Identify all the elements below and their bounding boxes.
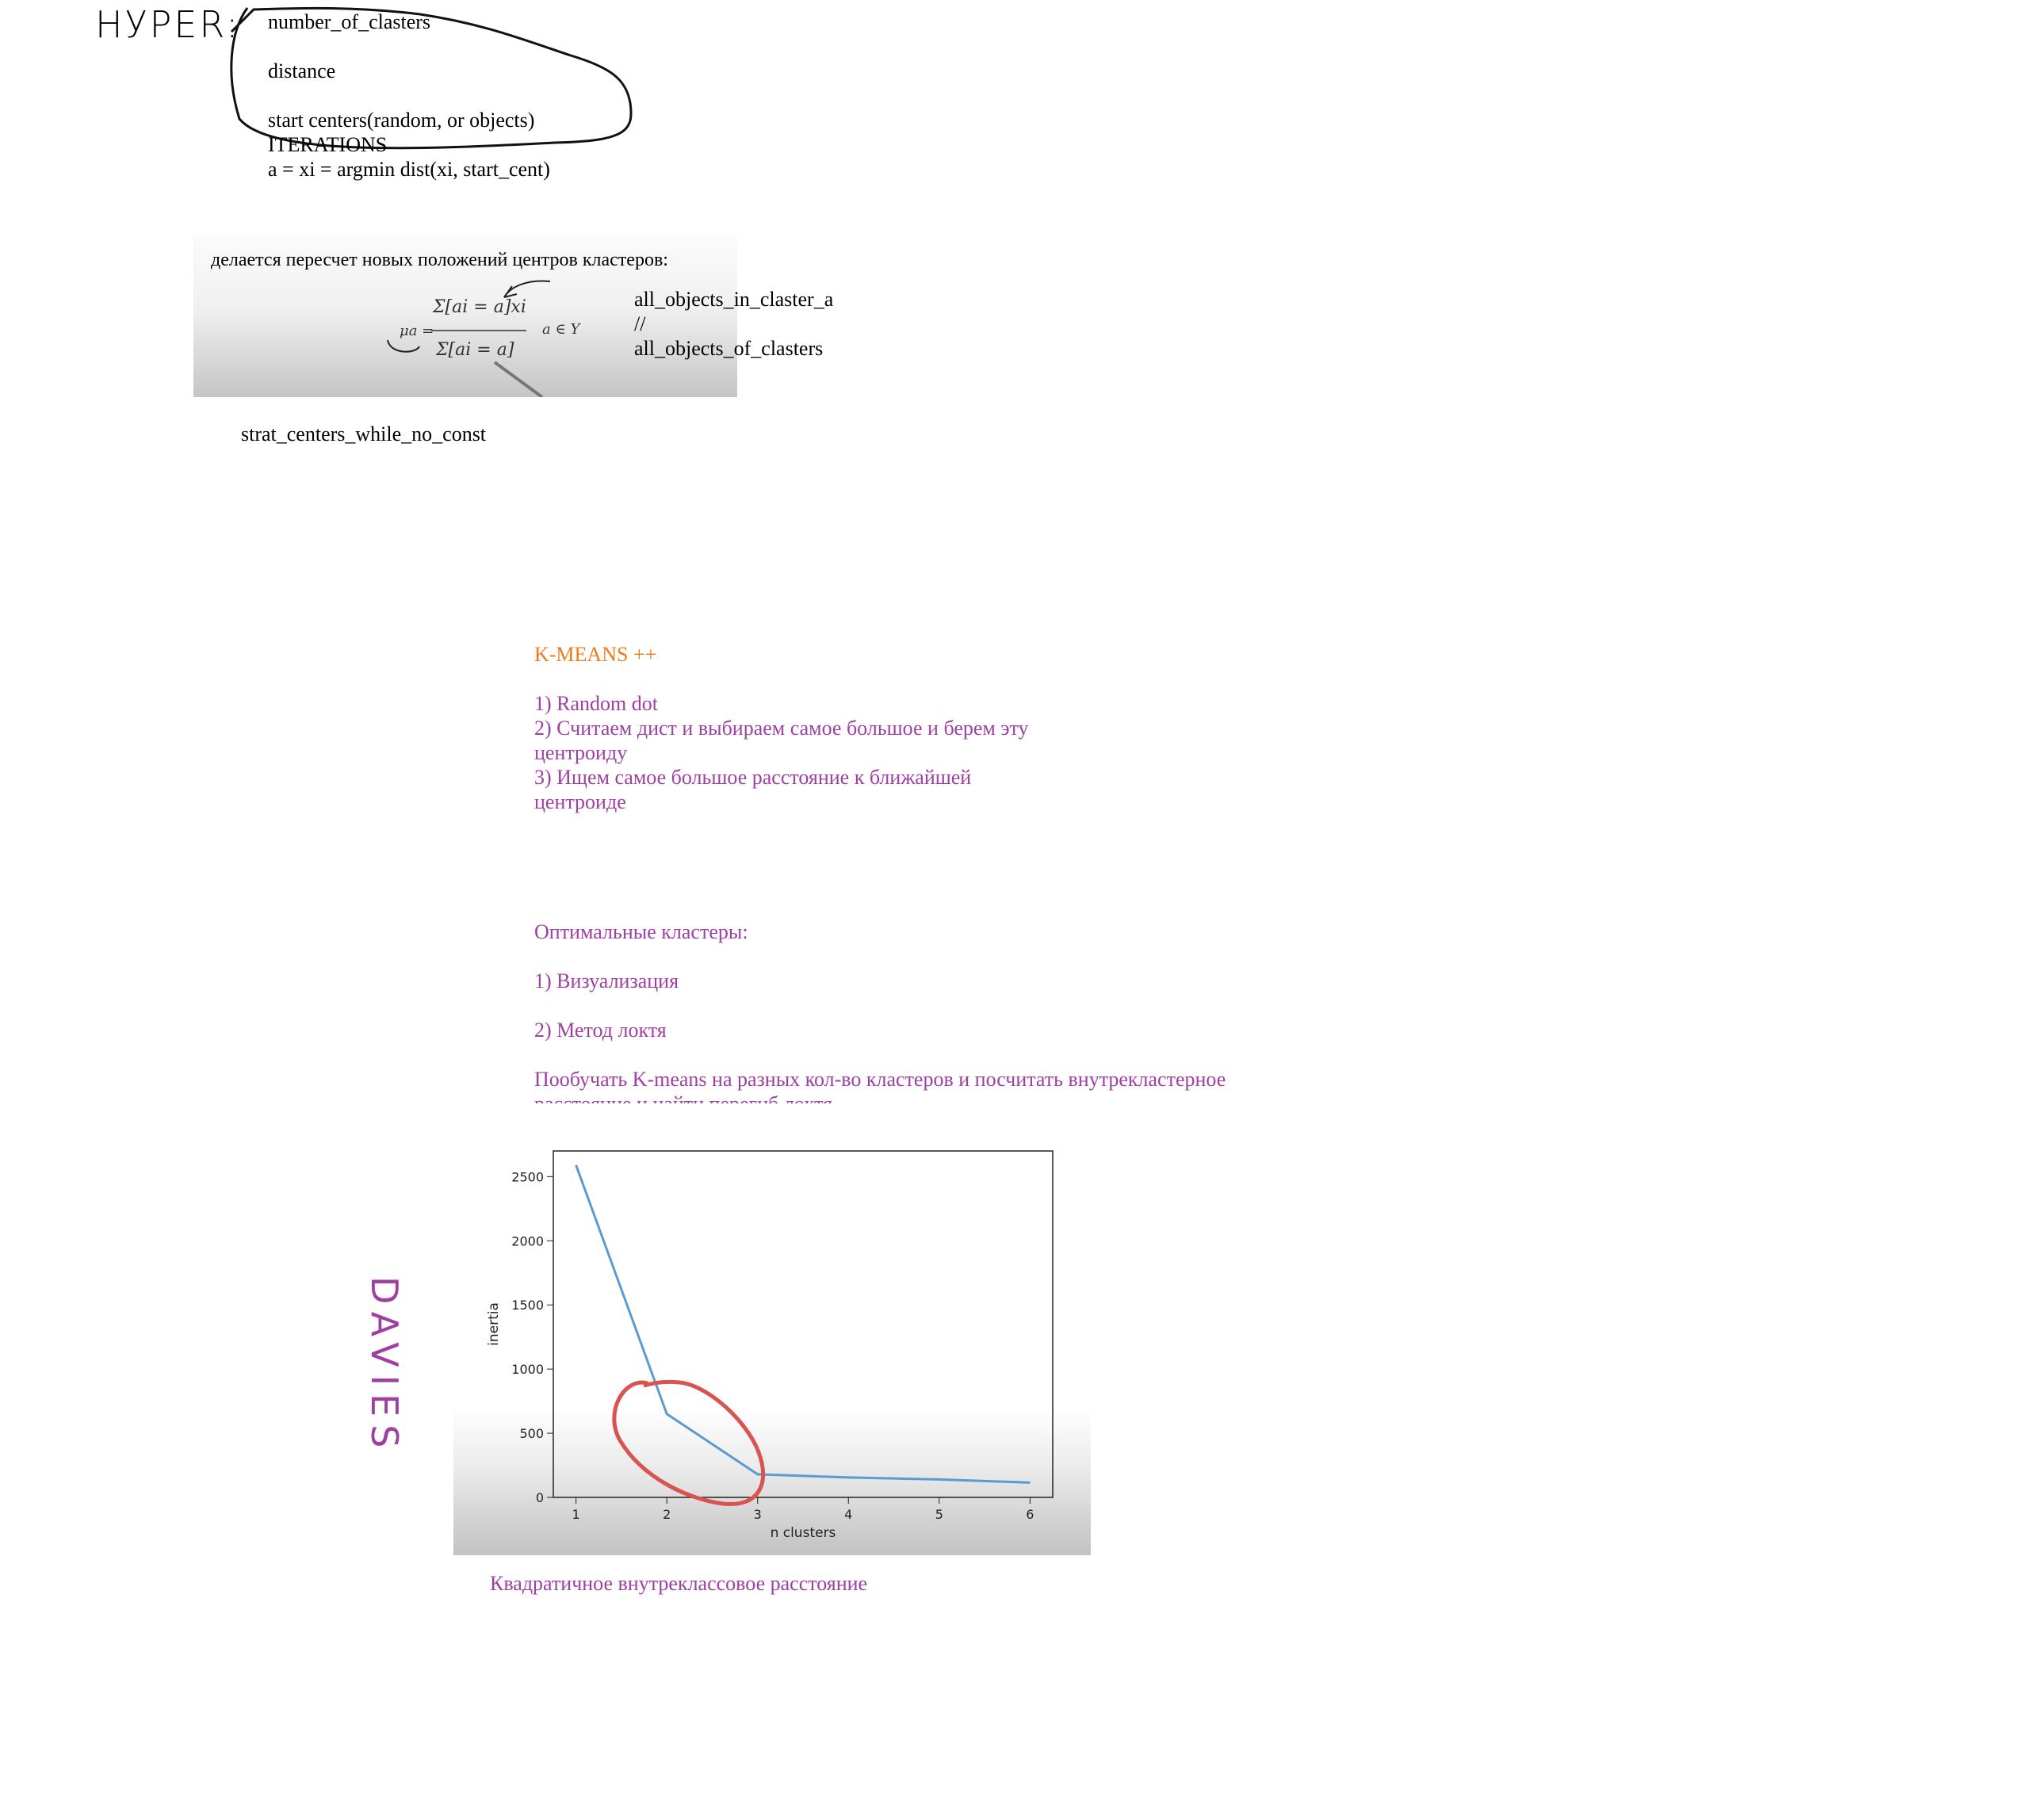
optimal-section: Оптимальные кластеры: 1) Визуализация 2)…	[534, 920, 1226, 1103]
formula-image: делается пересчет новых положений центро…	[193, 235, 737, 397]
hyper-line-gap	[268, 83, 550, 108]
kmeans-step-2-cont: центроиду	[534, 741, 628, 764]
y-axis-label: inertia	[486, 1302, 502, 1346]
elbow-highlight-circle	[612, 1379, 766, 1507]
y-tick-label: 500	[519, 1426, 544, 1441]
x-tick-label: 6	[1026, 1507, 1034, 1522]
formula-note-line: all_objects_of_clasters	[634, 337, 824, 360]
side-handwriting: DAVIES	[363, 1276, 406, 1456]
plot-area	[553, 1150, 1054, 1498]
hyper-line-5: start centers(random, or objects)	[268, 109, 535, 132]
kmeans-step-3-cont: центроиде	[534, 790, 626, 813]
kmeans-section: K-MEANS ++ 1) Random dot 2) Считаем дист…	[534, 642, 1029, 814]
kmeans-step-1: 1) Random dot	[534, 692, 658, 715]
hyper-handwritten-label: НУРЕR:	[95, 3, 241, 46]
y-tick-label: 0	[536, 1490, 544, 1505]
optimal-item-1: 1) Визуализация	[534, 969, 679, 992]
y-axis: 0 500 1000 1500 2000 2500	[511, 1169, 553, 1505]
x-tick-label: 3	[754, 1507, 762, 1522]
hyper-line-7: a = xi = argmin dist(xi, start_cent)	[268, 158, 550, 181]
hyper-line-1: number_of_clasters	[268, 10, 431, 33]
optimal-desc-cont: расстояние и найти перегиб локтя	[534, 1092, 1226, 1103]
series-points	[576, 1164, 1031, 1483]
formula-strokes	[387, 280, 551, 397]
kmeans-step-3: 3) Ищем самое большое расстояние к ближа…	[534, 766, 972, 789]
hyper-params-list: number_of_clasters distance start center…	[268, 10, 550, 182]
optimal-item-2: 2) Метод локтя	[534, 1019, 667, 1042]
y-tick-label: 1500	[511, 1298, 544, 1313]
x-tick-label: 1	[572, 1507, 580, 1522]
formula-note: all_objects_in_claster_a // all_objects_…	[634, 287, 833, 361]
chart-caption: Квадратичное внутреклассовое расстояние	[490, 1572, 868, 1595]
hand-drawn-ellipse	[230, 6, 633, 150]
formula-note-line: all_objects_in_claster_a	[634, 288, 834, 311]
formula-numerator: Σ[ai = a]xi	[433, 297, 526, 317]
y-tick-label: 1000	[511, 1362, 544, 1377]
formula-note-line: //	[634, 312, 646, 335]
elbow-chart: 0 500 1000 1500 2000 2500 1 2 3 4 5 6 n clusters i…	[486, 1150, 1054, 1541]
x-tick-label: 5	[935, 1507, 943, 1522]
formula-mu: μa =	[400, 323, 434, 339]
strat-centers-text: strat_centers_while_no_const	[241, 422, 487, 445]
x-tick-label: 4	[844, 1507, 852, 1522]
y-tick-label: 2000	[511, 1233, 544, 1248]
series-line	[575, 1164, 1031, 1484]
x-axis: 1 2 3 4 5 6	[572, 1497, 1034, 1522]
elbow-chart-image: 0 500 1000 1500 2000 2500 1 2 3 4 5 6 n clusters i…	[453, 1119, 1091, 1555]
hyper-line-gap	[268, 34, 550, 59]
formula-domain: a ∈ Y	[542, 321, 580, 338]
optimal-desc: Пообучать K-means на разных кол-во класт…	[534, 1068, 1226, 1091]
formula-title: делается пересчет новых положений центро…	[211, 250, 668, 270]
x-tick-label: 2	[663, 1507, 671, 1522]
hyper-line-6: ITERATIONS	[268, 133, 388, 156]
x-axis-label: n clusters	[771, 1525, 836, 1541]
y-tick-label: 2500	[511, 1169, 544, 1184]
optimal-desc-clipped: расстояние и найти перегиб локтя	[534, 1092, 1226, 1103]
kmeans-step-2: 2) Считаем дист и выбираем самое большое…	[534, 717, 1029, 740]
optimal-title: Оптимальные кластеры:	[534, 920, 748, 943]
kmeans-title: K-MEANS ++	[534, 643, 657, 666]
hyper-line-3: distance	[268, 59, 336, 82]
formula-denominator: Σ[ai = a]	[436, 340, 514, 360]
